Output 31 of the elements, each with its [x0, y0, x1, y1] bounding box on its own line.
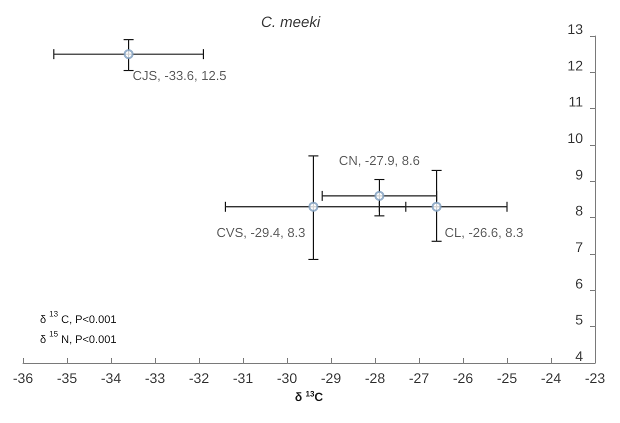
y-tick-label: 12	[567, 57, 584, 74]
x-tick-label: -34	[100, 370, 122, 386]
x-tick-label: -29	[320, 370, 342, 386]
y-tick-label: 7	[575, 239, 584, 255]
x-tick-label: -33	[144, 370, 166, 386]
y-tick-label: 9	[575, 166, 584, 182]
x-tick-label: -32	[188, 370, 210, 386]
x-tick-label: -23	[584, 370, 606, 386]
x-tick-label: -30	[276, 370, 298, 386]
data-label: CJS, -33.6, 12.5	[132, 68, 227, 84]
annotation: δ 15 N, P<0.001	[40, 330, 116, 346]
y-tick-label: 5	[575, 312, 584, 328]
y-tick-label: 10	[567, 130, 584, 146]
annotation: δ 13 C, P<0.001	[40, 310, 116, 326]
x-tick-label: -28	[364, 370, 386, 386]
y-tick-label: 4	[575, 348, 584, 364]
x-tick-label: -35	[56, 370, 78, 386]
x-tick-label: -31	[232, 370, 254, 386]
data-label: CN, -27.9, 8.6	[338, 152, 420, 168]
x-tick-label: -36	[12, 370, 34, 386]
y-tick-label: 13	[567, 21, 584, 37]
data-label: CVS, -29.4, 8.3	[216, 224, 306, 240]
x-tick-label: -25	[496, 370, 518, 386]
y-tick-label: 6	[575, 275, 584, 292]
x-tick-label: -27	[408, 370, 430, 386]
x-tick-label: -24	[540, 370, 562, 386]
chart-title: C. meeki	[261, 14, 321, 31]
y-tick-label: 8	[575, 202, 584, 219]
y-tick-label: 11	[568, 94, 584, 110]
x-tick-label: -26	[452, 370, 474, 386]
data-label: CL, -26.6, 8.3	[444, 224, 524, 240]
